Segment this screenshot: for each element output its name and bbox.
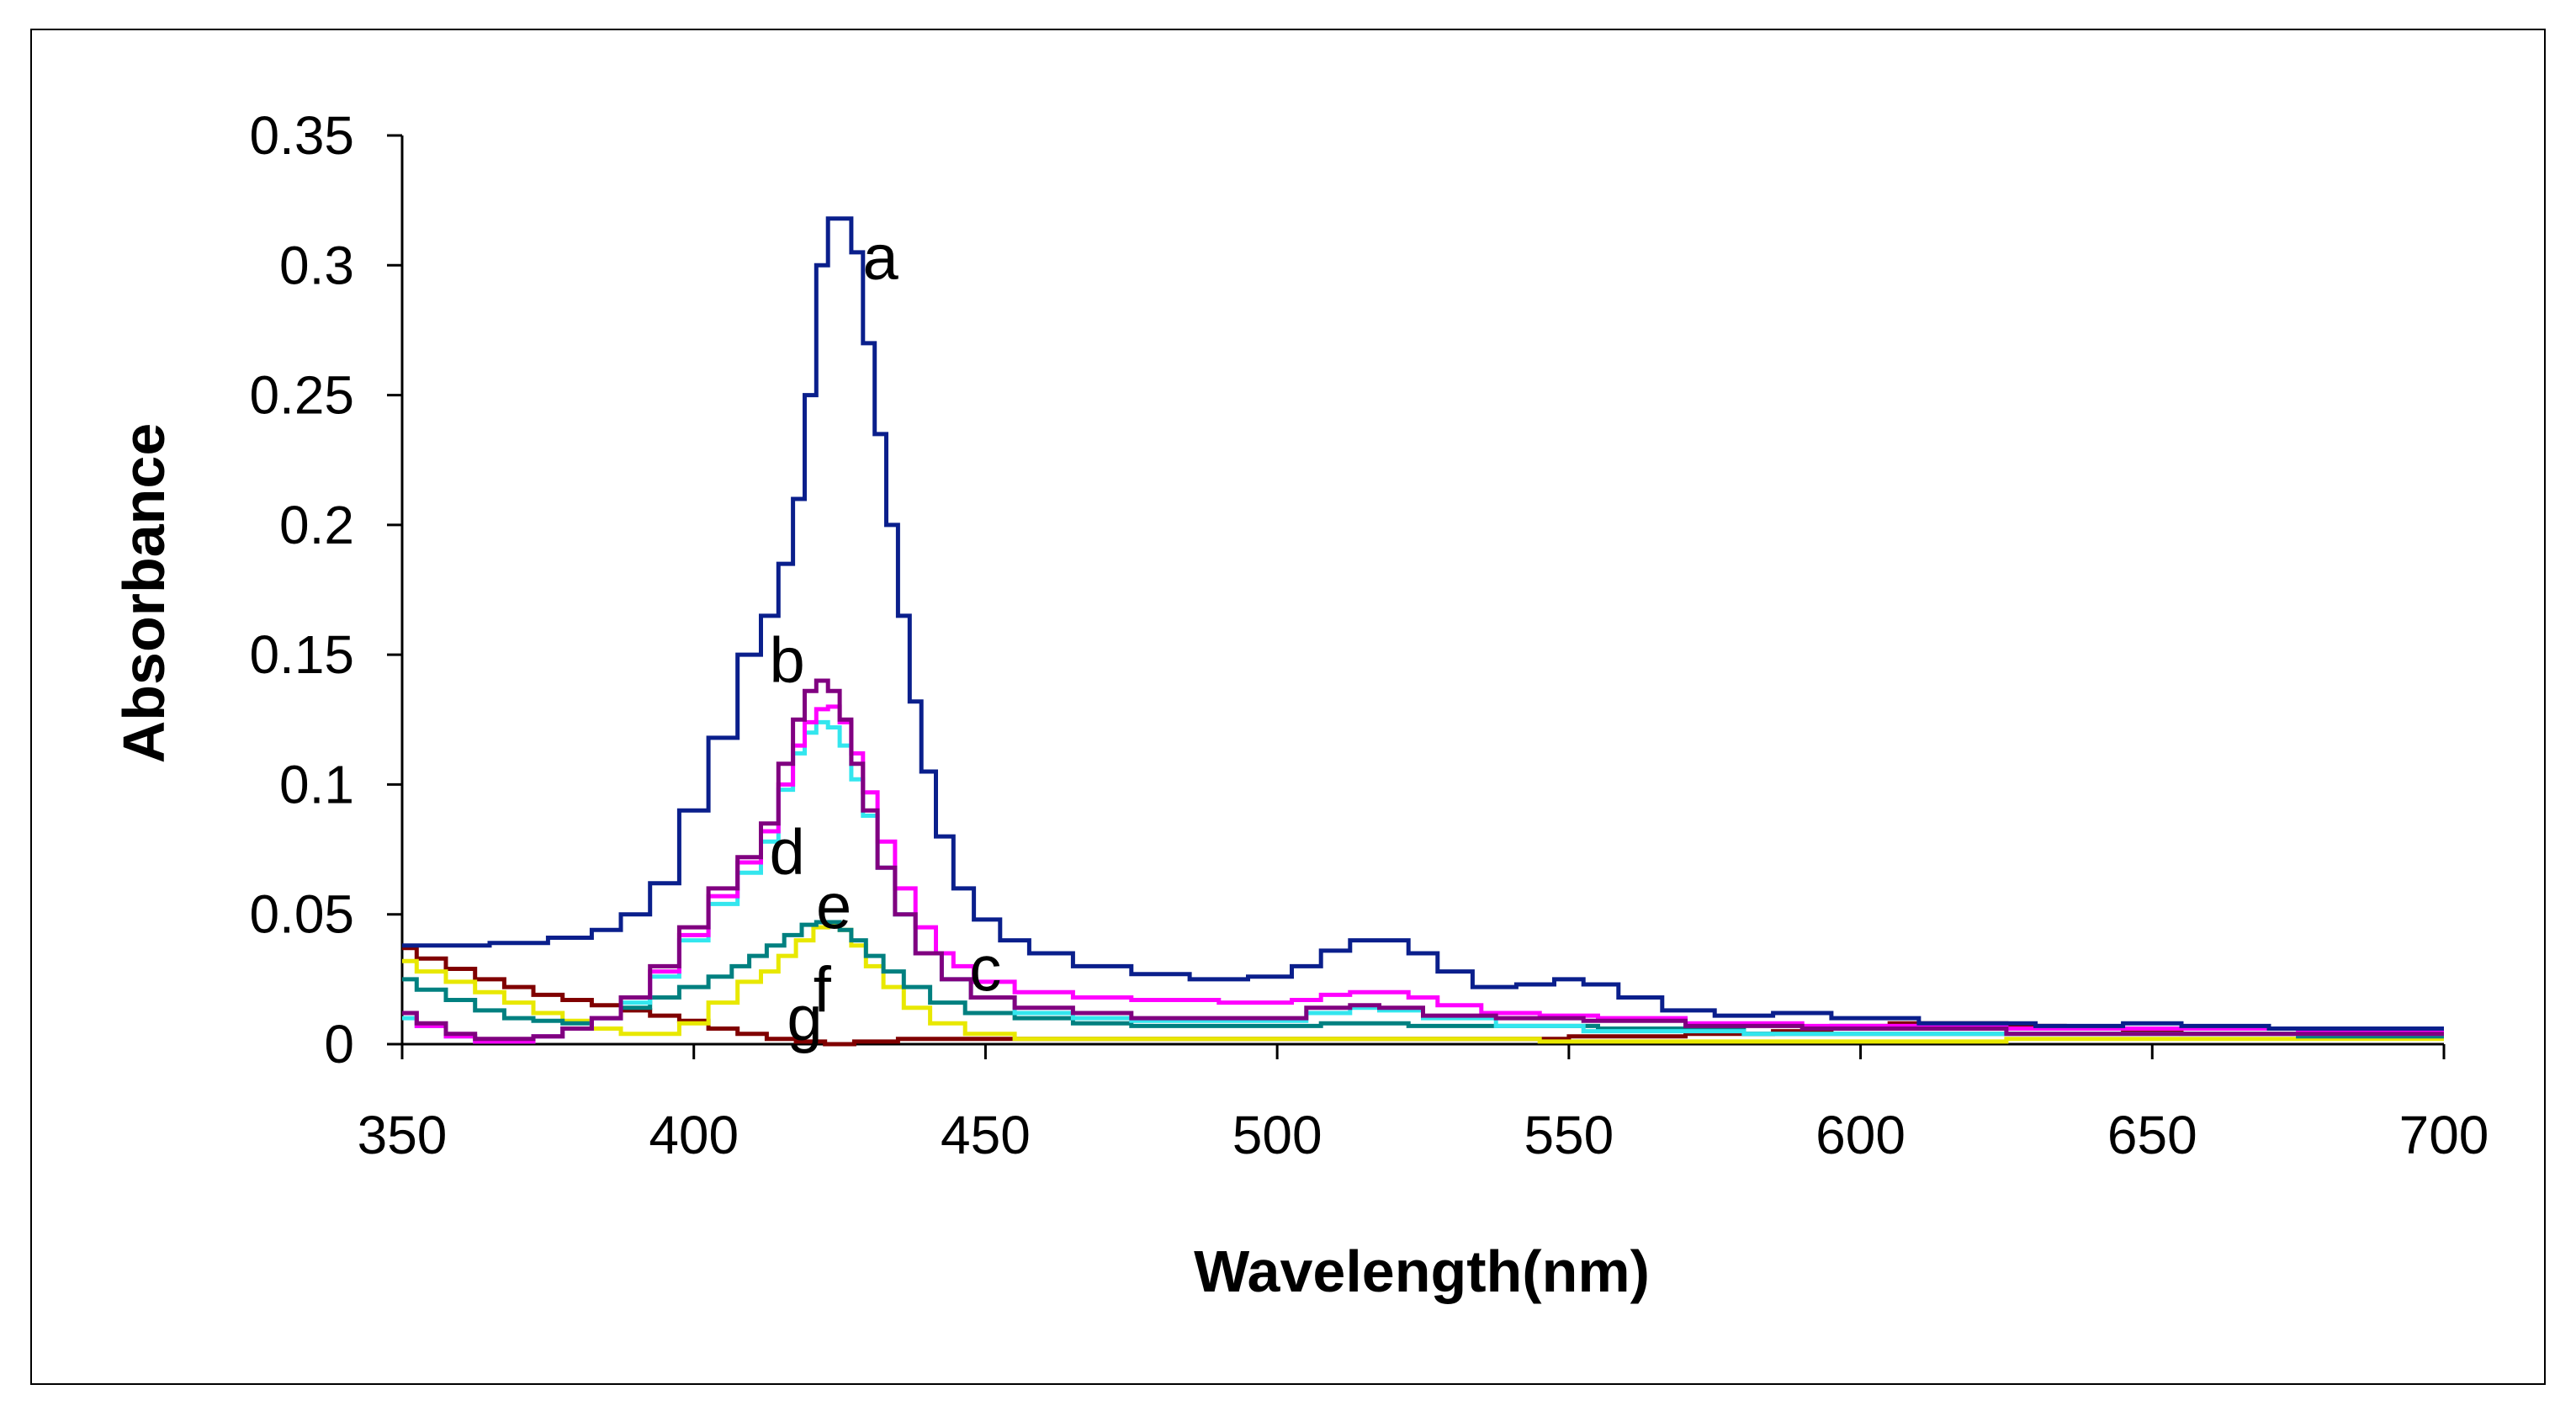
chart-frame bbox=[30, 29, 2546, 1385]
x-tick-label: 700 bbox=[2399, 1105, 2489, 1165]
x-tick-label: 450 bbox=[941, 1105, 1031, 1165]
series-f-line bbox=[402, 922, 2444, 1044]
curve-label-g: g bbox=[787, 983, 822, 1054]
x-tick-label: 600 bbox=[1815, 1105, 1905, 1165]
curve-label-e: e bbox=[816, 871, 851, 942]
y-tick-label: 0.15 bbox=[249, 624, 354, 685]
x-tick-label: 550 bbox=[1524, 1105, 1614, 1165]
series-a-line bbox=[402, 216, 2444, 1031]
x-tick-labels: 350 400 450 500 550 600 650 700 bbox=[358, 1105, 2489, 1165]
curve-label-c: c bbox=[969, 934, 1001, 1005]
y-tick-labels: 0 0.05 0.1 0.15 0.2 0.25 0.3 0.35 bbox=[249, 105, 354, 1074]
axes bbox=[387, 134, 2446, 1059]
curve-label-f: f bbox=[814, 954, 832, 1026]
curve-label-b: b bbox=[770, 624, 805, 696]
y-tick-label: 0.3 bbox=[279, 235, 354, 295]
series-e-line bbox=[402, 920, 2444, 1039]
y-tick-label: 0.2 bbox=[279, 495, 354, 555]
curve-label-d: d bbox=[770, 817, 805, 889]
curve-label-a: a bbox=[862, 222, 898, 294]
y-tick-label: 0.05 bbox=[249, 884, 354, 945]
series-lines bbox=[402, 216, 2444, 1047]
y-axis-title: Absorbance bbox=[111, 423, 177, 764]
x-tick-label: 500 bbox=[1232, 1105, 1322, 1165]
x-axis-title: Wavelength(nm) bbox=[1194, 1239, 1650, 1304]
series-b-line bbox=[402, 678, 2444, 1042]
y-tick-label: 0.25 bbox=[249, 365, 354, 426]
y-tick-label: 0.35 bbox=[249, 105, 354, 166]
y-tick-label: 0.1 bbox=[279, 754, 354, 814]
x-tick-label: 400 bbox=[649, 1105, 739, 1165]
x-tick-label: 650 bbox=[2107, 1105, 2197, 1165]
x-tick-label: 350 bbox=[358, 1105, 448, 1165]
y-tick-label: 0 bbox=[324, 1014, 354, 1074]
